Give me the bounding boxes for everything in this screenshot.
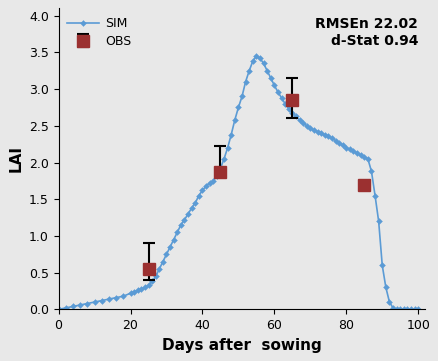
SIM	[411, 307, 416, 312]
SIM	[56, 307, 61, 312]
SIM	[131, 290, 137, 294]
SIM	[174, 230, 180, 234]
SIM	[407, 307, 413, 312]
Legend: SIM, OBS: SIM, OBS	[65, 14, 133, 51]
SIM	[415, 307, 420, 312]
X-axis label: Days after  sowing: Days after sowing	[162, 338, 321, 353]
SIM	[167, 245, 172, 249]
SIM	[368, 169, 373, 174]
SIM	[253, 54, 258, 58]
Y-axis label: LAI: LAI	[8, 145, 23, 172]
Text: RMSEn 22.02
d-Stat 0.94: RMSEn 22.02 d-Stat 0.94	[314, 17, 417, 48]
Line: SIM: SIM	[57, 54, 419, 312]
